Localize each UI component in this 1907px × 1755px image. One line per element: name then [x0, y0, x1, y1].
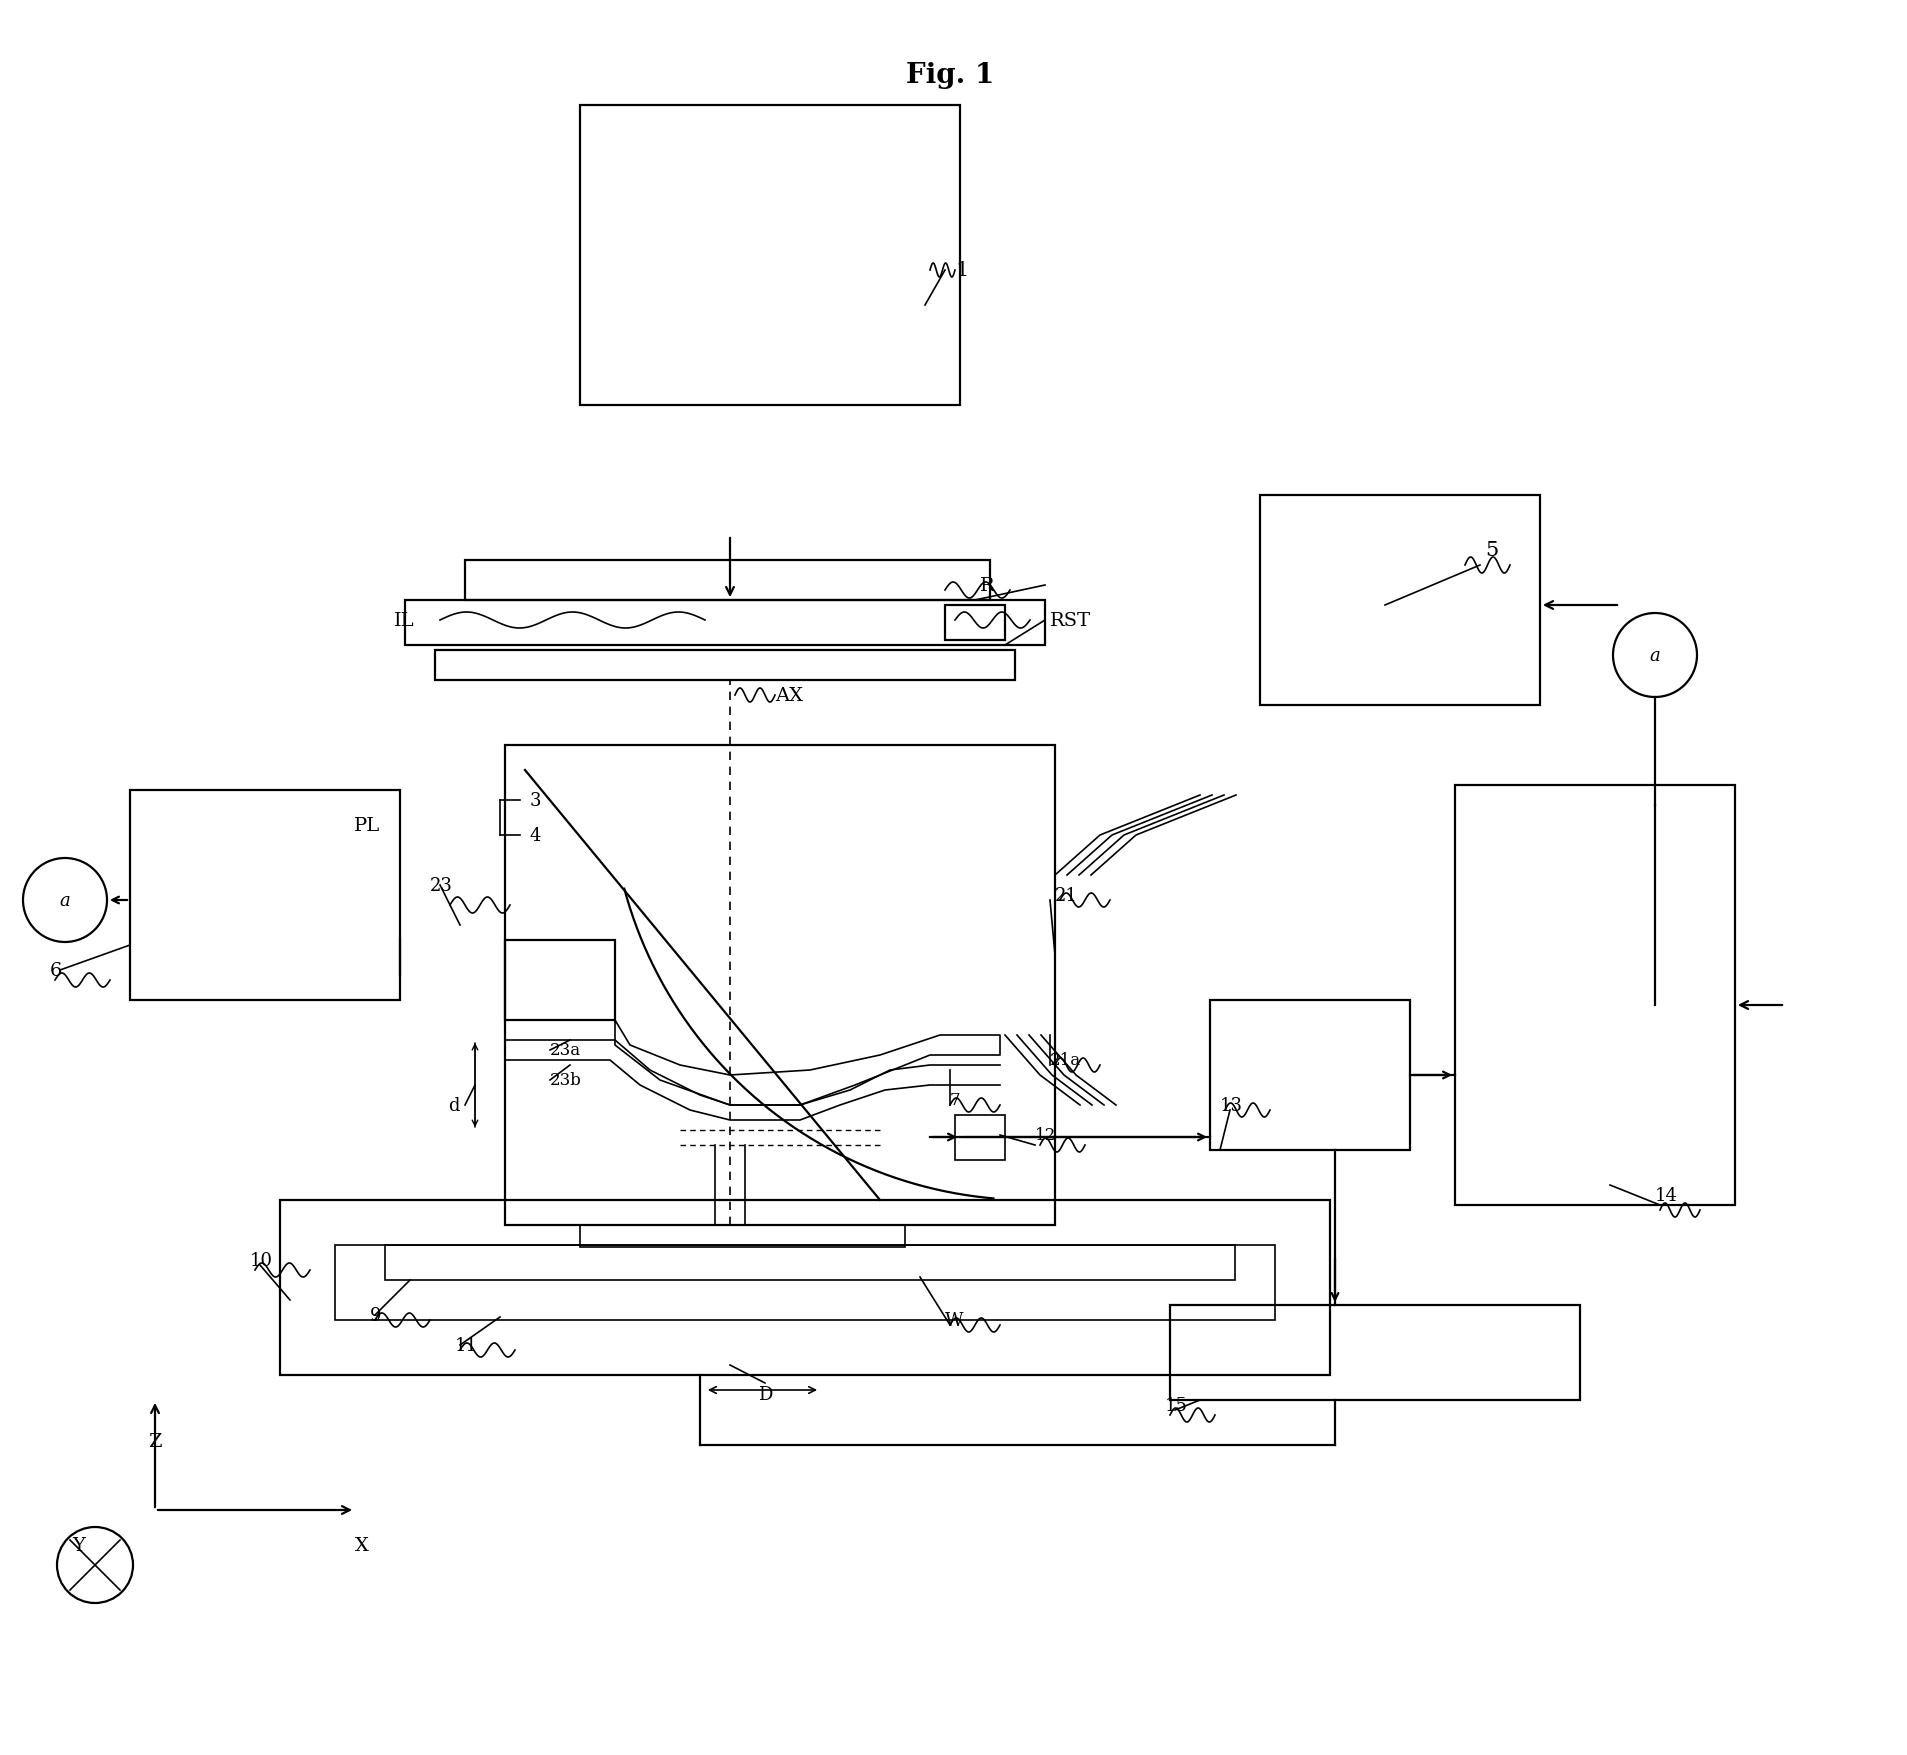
- Bar: [1171, 1306, 1581, 1400]
- Text: 21: 21: [1055, 886, 1077, 904]
- Text: 11: 11: [456, 1336, 479, 1355]
- Text: Z: Z: [149, 1432, 162, 1450]
- Text: 23b: 23b: [549, 1072, 582, 1088]
- Text: IL: IL: [395, 612, 416, 630]
- Text: D: D: [757, 1385, 772, 1404]
- Bar: [1211, 1000, 1409, 1150]
- Text: 5: 5: [1486, 541, 1499, 560]
- Text: 21a: 21a: [1051, 1051, 1081, 1069]
- Bar: [336, 1246, 1276, 1320]
- Bar: [580, 1225, 906, 1248]
- Text: Y: Y: [72, 1536, 86, 1555]
- Text: 7: 7: [950, 1092, 961, 1109]
- Text: 9: 9: [370, 1306, 381, 1325]
- Text: a: a: [1650, 646, 1661, 665]
- Bar: [404, 600, 1045, 646]
- Text: 15: 15: [1165, 1397, 1188, 1415]
- Bar: [505, 746, 1055, 1225]
- Text: 13: 13: [1220, 1097, 1243, 1114]
- Bar: [946, 605, 1005, 641]
- Text: 3: 3: [530, 792, 542, 809]
- Text: 1: 1: [955, 261, 969, 281]
- Bar: [1455, 786, 1735, 1206]
- Bar: [130, 790, 400, 1000]
- Text: RST: RST: [1051, 612, 1091, 630]
- Text: W: W: [946, 1311, 963, 1329]
- Text: 12: 12: [1036, 1127, 1056, 1144]
- Text: 14: 14: [1655, 1186, 1678, 1204]
- Text: a: a: [59, 892, 71, 909]
- Bar: [385, 1246, 1236, 1279]
- Text: d: d: [448, 1097, 460, 1114]
- Text: 23: 23: [429, 876, 452, 895]
- Bar: [580, 105, 959, 405]
- Bar: [435, 651, 1015, 681]
- Text: AX: AX: [774, 686, 803, 704]
- Text: Fig. 1: Fig. 1: [906, 63, 994, 90]
- Bar: [955, 1116, 1005, 1160]
- Text: 23a: 23a: [549, 1042, 582, 1058]
- Text: R: R: [980, 577, 995, 595]
- Text: 10: 10: [250, 1251, 273, 1269]
- Bar: [465, 560, 990, 600]
- Text: 6: 6: [50, 962, 63, 979]
- Bar: [1261, 495, 1541, 706]
- Bar: [280, 1200, 1329, 1376]
- Text: 4: 4: [530, 827, 542, 844]
- Text: PL: PL: [355, 816, 379, 835]
- Text: X: X: [355, 1536, 368, 1555]
- Bar: [505, 941, 614, 1020]
